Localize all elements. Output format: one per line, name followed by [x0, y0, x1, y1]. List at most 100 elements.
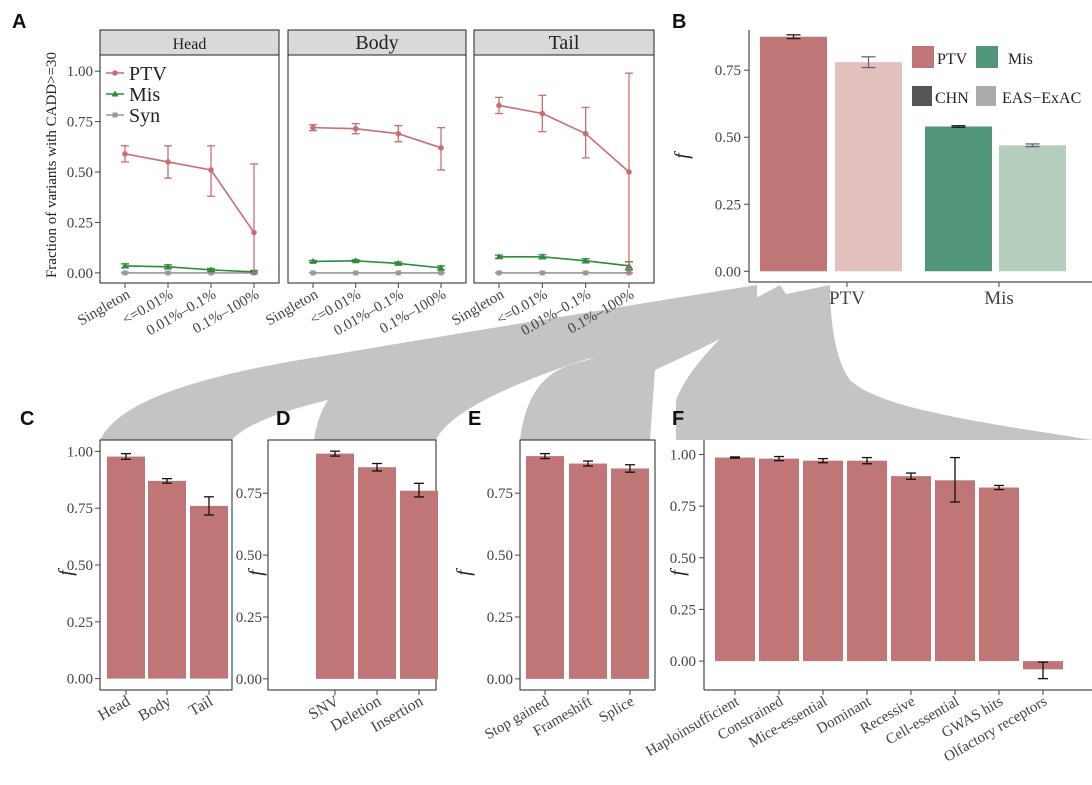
panel-c-ytick: 0.75 [67, 501, 93, 517]
legend-marker-ptv [112, 70, 118, 76]
facet-label: Body [355, 32, 398, 54]
point-mis [394, 259, 402, 266]
bar-splice [611, 468, 649, 679]
point-syn [496, 270, 502, 276]
legend-label-ptv: PTV [129, 63, 167, 85]
facet-panel-body [287, 54, 467, 284]
panel-f-ytick: 0.25 [670, 602, 696, 618]
panel-c-xtick-label: Tail [186, 692, 216, 719]
series-line-ptv [498, 104, 630, 173]
point-mis [352, 257, 360, 264]
panel-letter-d: D [276, 408, 290, 430]
point-syn [438, 270, 444, 276]
point-syn [122, 270, 128, 276]
legend-marker-mis [111, 90, 119, 97]
panel-letter-f: F [672, 408, 684, 430]
facet-strip-tail [473, 29, 655, 56]
series-line-mis [312, 260, 442, 269]
bar-stop-gained [526, 456, 564, 679]
point-mis [495, 253, 503, 260]
panel-b-ytick: 0.75 [715, 63, 741, 79]
panel-letter-c: C [20, 408, 34, 430]
point-ptv [539, 110, 546, 117]
panel-letter-e: E [468, 408, 481, 430]
bar-constrained [759, 458, 799, 662]
panel-c-xtick-label: Body [135, 693, 174, 725]
point-ptv [310, 124, 316, 131]
point-ptv [626, 169, 632, 175]
bar-body [148, 480, 186, 679]
panel-b-ytick: 0.50 [715, 130, 741, 146]
panel-d-ytick: 0.25 [236, 610, 262, 626]
bar-snv [316, 453, 354, 679]
bar-deletion [358, 467, 396, 679]
point-ptv [582, 130, 589, 137]
panel-b-ylabel: f [671, 151, 693, 159]
legend-label-ptv: PTV [937, 51, 968, 68]
bar-head [107, 456, 145, 679]
panel-a-ytick: 1.00 [67, 64, 93, 80]
bar-recessive [891, 476, 931, 662]
series-line-ptv [312, 126, 442, 149]
legend-label-chn: CHN [935, 90, 969, 107]
panel-e-ytick: 0.50 [487, 548, 513, 564]
bar-insertion [400, 490, 438, 679]
point-syn [353, 270, 359, 276]
legend-label-syn: Syn [129, 105, 160, 127]
facet-label: Head [173, 36, 207, 53]
bar-ptv-exac [835, 62, 902, 272]
point-ptv [122, 151, 128, 157]
facet-panel-head [99, 54, 280, 284]
bar-haploinsufficient [715, 457, 755, 662]
panel-e-xtick-label: Splice [597, 693, 638, 726]
panel-a-ytick: 0.50 [67, 165, 93, 181]
point-syn [539, 270, 545, 276]
panel-c-ytick: 0.25 [67, 615, 93, 631]
panel-f-ylabel: f [667, 568, 689, 576]
point-ptv [496, 102, 502, 109]
point-ptv [438, 145, 444, 151]
panel-letter-a: A [12, 11, 26, 33]
bar-mis-exac [999, 145, 1066, 272]
point-syn [208, 270, 214, 276]
point-ptv [165, 159, 171, 165]
panel-a-ytick: 0.75 [67, 115, 93, 131]
panel-a-ylabel: Fraction of variants with CADD>=30 [44, 52, 60, 278]
legend-label-exac: EAS−ExAC [1002, 90, 1081, 107]
point-mis [121, 262, 129, 269]
panel-d-ylabel: f [245, 568, 267, 576]
series-line-mis [124, 265, 255, 273]
point-ptv [208, 167, 214, 173]
panel-a-ytick: 0.00 [67, 266, 93, 282]
panel-e-ytick: 0.00 [487, 672, 513, 688]
facet-strip-body [287, 29, 467, 56]
bar-cell-essential [935, 480, 975, 662]
bar-gwas-hits [979, 487, 1019, 662]
point-mis [582, 257, 590, 264]
panel-b-ytick: 0.00 [715, 264, 741, 280]
point-syn [583, 270, 589, 276]
point-syn [395, 270, 401, 276]
panel-c-ylabel: f [55, 568, 77, 576]
panel-e-ytick: 0.25 [487, 610, 513, 626]
point-ptv [395, 130, 402, 137]
panel-e-ylabel: f [453, 568, 475, 576]
panel-b-xtick-label: PTV [829, 288, 865, 309]
point-mis [309, 257, 317, 264]
panel-c-xtick-label: Head [95, 693, 133, 725]
point-syn [310, 270, 316, 276]
panel-d-ytick: 0.75 [236, 486, 262, 502]
legend-swatch-mis [976, 46, 998, 68]
bar-dominant [847, 460, 887, 662]
point-mis [538, 253, 546, 260]
connector-ribbon-1 [314, 285, 757, 440]
point-mis [437, 264, 445, 271]
series-line-mis [499, 255, 630, 267]
panel-f-ytick: 0.50 [670, 551, 696, 567]
legend-label-mis: Mis [129, 84, 160, 106]
point-mis [207, 266, 215, 273]
panel-letter-b: B [672, 11, 686, 33]
bar-mis-chn [925, 126, 992, 272]
bar-tail [190, 505, 228, 679]
